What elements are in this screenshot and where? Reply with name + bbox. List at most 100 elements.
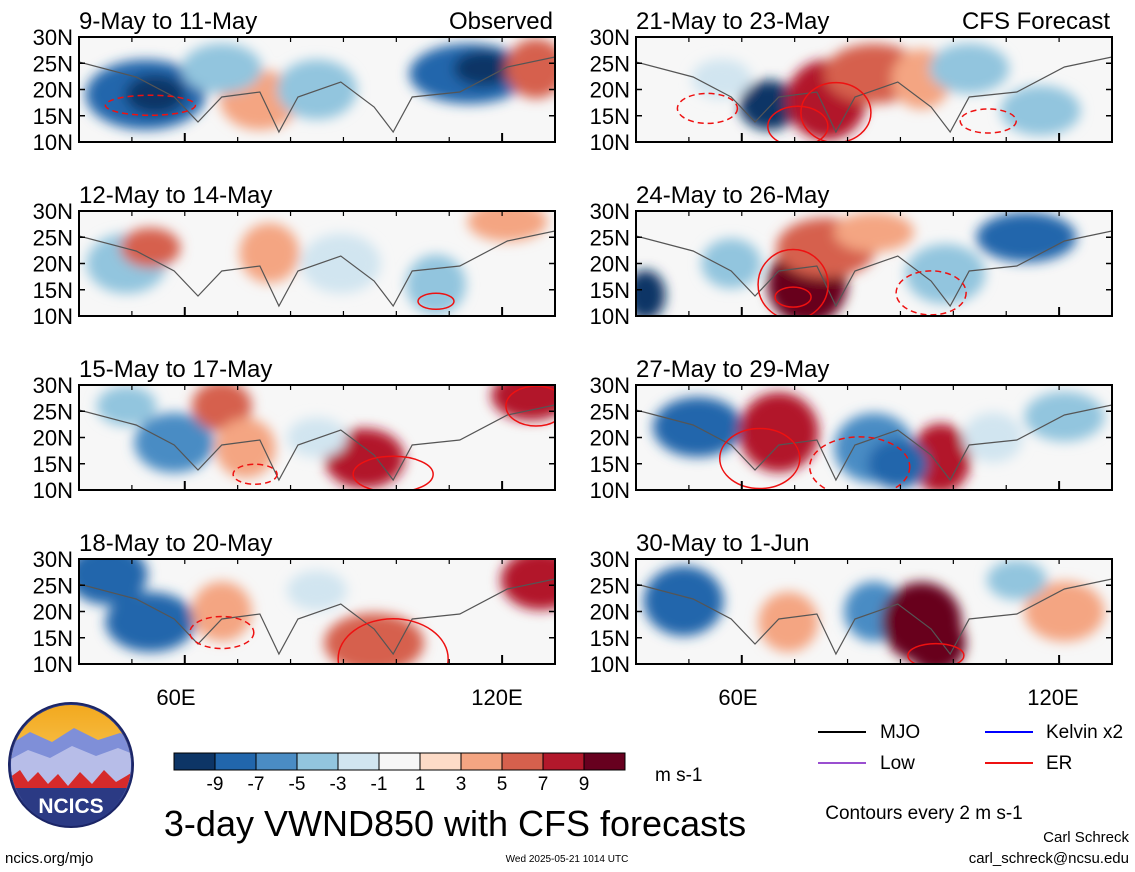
y-tick-label: 10N bbox=[33, 130, 73, 155]
er-contour bbox=[907, 642, 965, 664]
colorbar-swatch bbox=[337, 752, 380, 771]
y-tick-label: 30N bbox=[33, 199, 73, 224]
y-tick-label: 15N bbox=[33, 278, 73, 303]
legend-item-mjo: MJO bbox=[818, 722, 920, 743]
legend-label: ER bbox=[1046, 753, 1072, 774]
y-tick-label: 30N bbox=[590, 25, 630, 50]
colorbar-swatch bbox=[214, 752, 257, 771]
panel-title: 24-May to 26-May bbox=[636, 182, 829, 209]
legend: MJO Kelvin x2 Low ER bbox=[818, 722, 1123, 774]
colorbar-tick-label: -5 bbox=[289, 774, 306, 795]
colorbar: -9 -7 -5 -3 -1 1 3 5 7 9 bbox=[173, 752, 626, 795]
y-tick-label: 25N bbox=[33, 225, 73, 250]
y-tick-label: 20N bbox=[33, 252, 73, 277]
er-contour bbox=[895, 270, 967, 316]
er-contour bbox=[774, 286, 812, 308]
footer-timestamp: Wed 2025-05-21 1014 UTC bbox=[506, 854, 629, 865]
y-tick-label: 25N bbox=[590, 51, 630, 76]
y-tick-label: 20N bbox=[590, 600, 630, 625]
y-tick-label: 20N bbox=[590, 78, 630, 103]
footer-url: ncics.org/mjo bbox=[5, 850, 93, 867]
x-tick-label: 120E bbox=[1027, 685, 1078, 710]
er-contour bbox=[352, 455, 434, 490]
wind-field bbox=[691, 43, 1081, 140]
y-tick-label: 30N bbox=[590, 373, 630, 398]
colorbar-tick-label: 1 bbox=[415, 774, 426, 795]
wind-field bbox=[636, 212, 1077, 316]
panel-title: 12-May to 14-May bbox=[79, 182, 272, 209]
footer-email: carl_schreck@ncsu.edu bbox=[969, 850, 1129, 867]
er-contour bbox=[800, 81, 872, 142]
wind-field bbox=[96, 385, 555, 489]
y-tick-label: 25N bbox=[590, 399, 630, 424]
wind-field bbox=[85, 38, 555, 130]
colorbar-swatch bbox=[255, 752, 298, 771]
column-header-forecast: CFS Forecast bbox=[962, 8, 1110, 35]
x-axis-left: 60E 120E bbox=[156, 685, 522, 710]
wind-field bbox=[86, 211, 548, 315]
legend-item-kelvin: Kelvin x2 bbox=[985, 722, 1123, 743]
x-tick-label: 120E bbox=[471, 685, 522, 710]
er-contour bbox=[676, 92, 739, 125]
er-contour bbox=[719, 427, 801, 490]
coastline bbox=[636, 404, 1112, 482]
er-contour bbox=[959, 108, 1017, 134]
y-tick-label: 15N bbox=[33, 452, 73, 477]
y-tick-label: 25N bbox=[33, 51, 73, 76]
y-tick-label: 25N bbox=[33, 573, 73, 598]
y-tick-label: 30N bbox=[33, 547, 73, 572]
coastline bbox=[79, 56, 555, 134]
coastline bbox=[636, 578, 1112, 656]
y-tick-label: 15N bbox=[590, 452, 630, 477]
panel-title: 21-May to 23-May bbox=[636, 8, 829, 35]
coastline bbox=[79, 230, 555, 308]
colorbar-swatch bbox=[419, 752, 462, 771]
panel-title: 27-May to 29-May bbox=[636, 356, 829, 383]
units-label: m s-1 bbox=[655, 765, 703, 786]
y-tick-label: 10N bbox=[590, 478, 630, 503]
y-tick-label: 15N bbox=[33, 626, 73, 651]
x-tick-label: 60E bbox=[156, 685, 195, 710]
colorbar-tick-label: 3 bbox=[456, 774, 467, 795]
er-contour bbox=[189, 615, 255, 650]
y-tick-label: 10N bbox=[590, 304, 630, 329]
colorbar-swatch bbox=[583, 752, 626, 771]
footer-author: Carl Schreck bbox=[1043, 829, 1129, 846]
column-header-observed: Observed bbox=[449, 8, 553, 35]
chart-title: 3-day VWND850 with CFS forecasts bbox=[164, 803, 746, 844]
y-tick-label: 30N bbox=[590, 547, 630, 572]
legend-item-low: Low bbox=[818, 753, 915, 774]
contour-note: Contours every 2 m s-1 bbox=[825, 803, 1022, 824]
y-tick-label: 15N bbox=[590, 278, 630, 303]
ncics-logo: NCICS bbox=[8, 702, 134, 828]
colorbar-swatch bbox=[501, 752, 544, 771]
legend-label: Kelvin x2 bbox=[1046, 722, 1123, 743]
panel-title: 15-May to 17-May bbox=[79, 356, 272, 383]
colorbar-tick-label: -1 bbox=[371, 774, 388, 795]
legend-item-er: ER bbox=[985, 753, 1072, 774]
wind-field bbox=[643, 560, 1105, 664]
legend-label: MJO bbox=[880, 722, 920, 743]
y-tick-label: 15N bbox=[33, 104, 73, 129]
y-tick-label: 30N bbox=[590, 199, 630, 224]
x-axis-right: 60E 120E bbox=[718, 685, 1078, 710]
legend-label: Low bbox=[880, 753, 915, 774]
er-contour bbox=[104, 94, 197, 116]
y-tick-label: 10N bbox=[590, 652, 630, 677]
er-contour bbox=[767, 105, 829, 142]
coastline bbox=[636, 56, 1112, 134]
y-tick-label: 30N bbox=[33, 373, 73, 398]
er-contour bbox=[417, 292, 455, 311]
colorbar-tick-label: 9 bbox=[579, 774, 590, 795]
y-tick-label: 25N bbox=[33, 399, 73, 424]
colorbar-tick-label: 5 bbox=[497, 774, 508, 795]
er-contour bbox=[808, 436, 911, 490]
